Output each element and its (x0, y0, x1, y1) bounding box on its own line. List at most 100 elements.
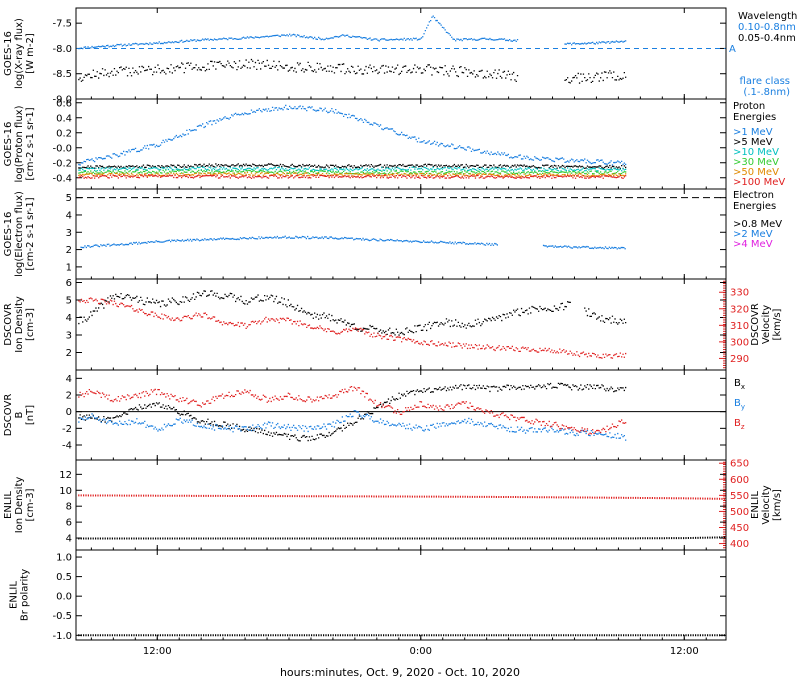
y-axis-label: GOES-16log(Proton flux)[cm-2 s-1 sr-1] (3, 105, 36, 182)
ylabel-line: GOES-16 (3, 31, 14, 76)
legend-entry: >5 MeV (733, 137, 773, 148)
ylabel-line: GOES-16 (3, 122, 14, 167)
xray-long-points (78, 15, 627, 50)
ylabel-line: log(X-ray flux) (14, 18, 25, 89)
ylabel-line: [cm-2 s-1 sr-1] (25, 107, 36, 180)
enlil-velocity-line (78, 494, 727, 500)
ytick-label: -7.5 (52, 19, 72, 30)
y2tick-label: 310 (730, 321, 749, 332)
legend-title: Energies (733, 112, 776, 123)
ylabel-line: [nT] (25, 405, 36, 425)
electron-points (80, 235, 626, 250)
legend-entry: >10 MeV (733, 147, 779, 158)
y-axis-label: DSCOVRB[nT] (3, 394, 36, 437)
ylabel-line: ENLIL (3, 491, 14, 519)
ytick-label: 6 (66, 518, 72, 529)
legend-title: Energies (733, 201, 776, 212)
ytick-label: -4 (62, 441, 72, 452)
ytick-label: 1.0 (56, 553, 72, 564)
ylabel-line: [cm-2 s-1 sr-1] (25, 197, 36, 270)
xtick-label: 12:00 (143, 646, 172, 657)
legend-title: Wavelength (738, 11, 797, 22)
ytick-label: 0.0 (56, 592, 72, 603)
ytick-label: 0.5 (56, 572, 72, 583)
panel-electron: 1 2 3 4 5 GOES-16log(Electron flux)[cm-2 s-1 … (3, 188, 782, 280)
legend-sub: y (741, 403, 745, 411)
y2tick-label: 450 (730, 523, 749, 534)
proton-points (78, 166, 627, 172)
ylabel-line: Br polarity (20, 569, 31, 621)
ytick-label: 2 (66, 348, 72, 359)
ytick-label: 5 (66, 193, 72, 204)
y2tick-label: 550 (730, 491, 749, 502)
y-axis-label: GOES-16log(X-ray flux)[W m-2] (3, 18, 36, 89)
legend-title: Electron (733, 190, 774, 201)
ytick-label: -0.2 (52, 158, 72, 169)
ytick-label: -2 (62, 424, 72, 435)
ylabel-line: [W m-2] (25, 33, 36, 74)
ylabel-line: log(Electron flux) (14, 191, 25, 277)
legend-title: Proton (733, 101, 765, 112)
panel-frame (75, 188, 727, 280)
ylabel-line: [cm-3] (25, 488, 36, 521)
ylabel-line: B (14, 411, 25, 418)
xtick-label: 12:00 (670, 646, 699, 657)
ytick-label: -8.5 (52, 69, 72, 80)
ytick-label: 3 (66, 331, 72, 342)
ytick-label: 0.4 (56, 113, 72, 124)
panel-frame (75, 459, 727, 551)
ylabel-line: ENLIL (9, 581, 20, 609)
legend-entry: Bz (734, 418, 745, 431)
panel-proton: -0.4 -0.2 -0.0 0.2 0.4 0.6 GOES-16log(Proton f… (3, 98, 785, 190)
ytick-label: 2 (66, 245, 72, 256)
y-axis-label: GOES-16log(Electron flux)[cm-2 s-1 sr-1] (3, 191, 36, 277)
legend-entry: >100 MeV (733, 177, 785, 188)
y2tick-label: 290 (730, 354, 749, 365)
legend-base: B (734, 418, 741, 429)
ylabel-line: [km/s] (772, 308, 783, 340)
ytick-label: 10 (59, 486, 72, 497)
flare-class-note: flare class (740, 76, 790, 87)
proton-points (78, 163, 627, 170)
b-component-points (78, 386, 627, 435)
xtick-label: 0:00 (410, 646, 432, 657)
ylabel-line: Ion Density (14, 296, 25, 353)
panel-frame (75, 549, 727, 641)
flare-class-label: A (729, 44, 736, 55)
ytick-label: 4 (66, 313, 72, 324)
ylabel-line: [cm-3] (25, 308, 36, 341)
ylabel-line: Ion Density (14, 477, 25, 534)
panel-enlil_polarity: -1.0 -0.5 0.0 0.5 1.0 ENLILBr polarity (9, 549, 727, 642)
y2tick-label: 330 (730, 288, 749, 299)
y2-axis-label: ENLILVelocity[km/s] (750, 485, 783, 524)
ytick-label: 6 (66, 278, 72, 289)
legend-entry: >0.8 MeV (733, 219, 782, 230)
ytick-label: -0.0 (52, 143, 72, 154)
b-component-points (78, 410, 627, 441)
ylabel-line: DSCOVR (3, 394, 14, 437)
panel-xray: -9.0 -8.5 -8.0 -7.5 GOES-16log(X-ray flux)[W… (3, 7, 797, 106)
x-axis-label: hours:minutes, Oct. 9, 2020 - Oct. 10, 2… (280, 666, 520, 679)
ytick-label: 3 (66, 228, 72, 239)
legend-entry: >50 MeV (733, 167, 779, 178)
ytick-label: -8.0 (52, 44, 72, 55)
legend-entry: 0.10-0.8nm (738, 22, 796, 33)
y-axis-label: ENLILBr polarity (9, 569, 31, 621)
legend-entry: >30 MeV (733, 157, 779, 168)
ytick-label: 8 (66, 502, 72, 513)
ylabel-line: ENLIL (750, 491, 761, 519)
flare-class-note: (.1-.8nm) (743, 87, 790, 98)
y2tick-label: 400 (730, 539, 749, 550)
ytick-label: 0.2 (56, 128, 72, 139)
legend-base: B (734, 378, 741, 389)
legend-sub: z (741, 423, 745, 431)
ytick-label: 1 (66, 262, 72, 273)
proton-points (78, 169, 627, 175)
ylabel-line: Velocity (761, 485, 772, 524)
velocity-points (78, 297, 627, 359)
ylabel-line: GOES-16 (3, 212, 14, 257)
legend-entry: >1 MeV (733, 127, 773, 138)
